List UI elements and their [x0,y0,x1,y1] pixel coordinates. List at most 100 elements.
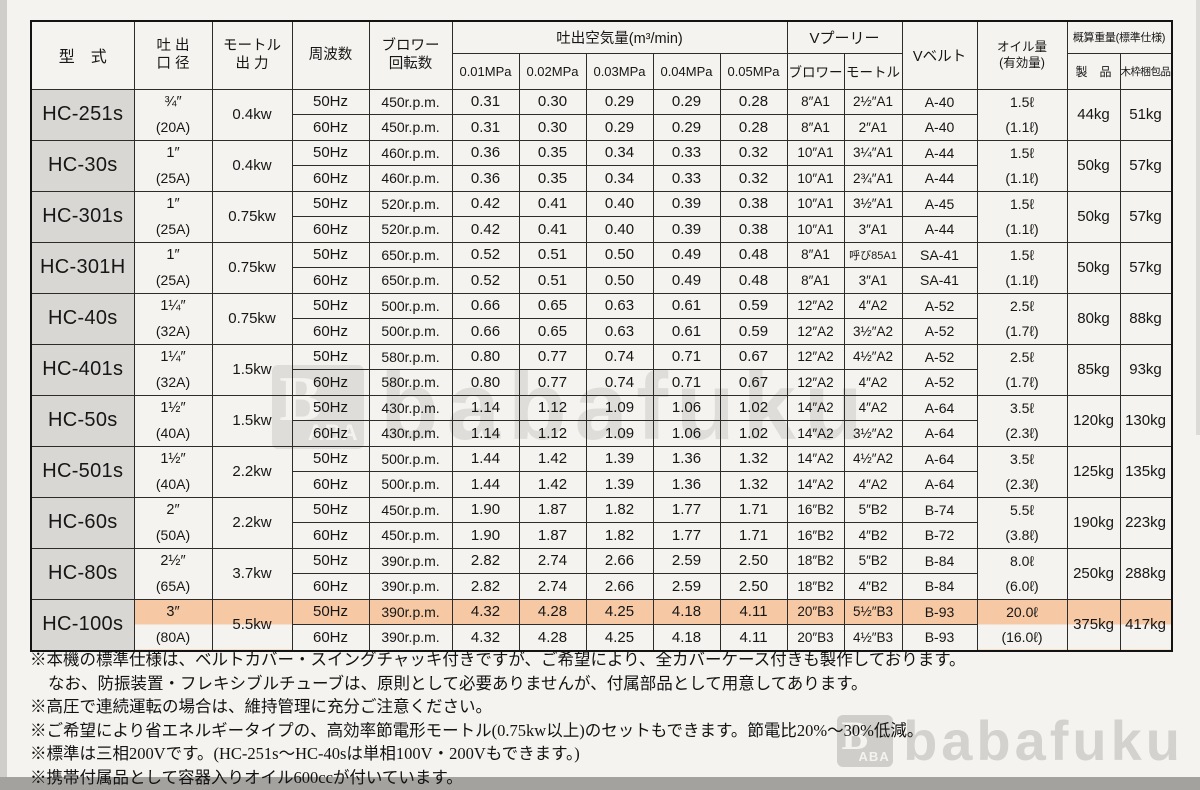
airflow-cell: 2.59 [652,547,721,574]
spec-row-50hz: HC-30s 1″ (25A) 0.4kw 50Hz 460r.p.m. 0.36 0.35 0… [30,139,1172,192]
product-weight-cell: 125kg [1066,445,1121,498]
spec-row-60hz: 60Hz 580r.p.m. 0.80 0.77 0.74 0.71 0.67 12″A2 4″… [31,369,1172,396]
vbelt-cell: B-84 [901,573,978,600]
oil-effective: (1.1ℓ) [1005,118,1039,135]
pulley-blower-cell: 16″B2 [786,496,845,523]
vbelt-cell: A-64 [901,420,978,447]
header-mpa-003: 0.03MPa [585,52,654,90]
bore-inches: 1″ [166,195,180,212]
motor-output-cell: 0.4kw [211,88,293,141]
vbelt-cell: A-44 [901,165,978,192]
pulley-blower-cell: 8″A1 [786,114,845,141]
freq-cell: 50Hz [291,241,370,268]
motor-output-cell: 0.75kw [211,241,293,294]
model-name: HC-80s [30,547,135,600]
airflow-cell: 0.66 [451,292,520,319]
airflow-cell: 4.11 [719,598,788,626]
airflow-cell: 4.28 [518,624,587,651]
crate-weight-cell: 417kg [1119,598,1172,651]
oil-total: 1.5ℓ [1010,93,1034,110]
header-oil: オイル量 (有効量) [976,20,1068,90]
babafuku-logo-icon: B ABA [837,714,894,767]
pulley-motor-cell: 4½″A2 [843,343,903,370]
bore-inches: 2″ [166,501,180,518]
airflow-cell: 1.90 [451,522,520,549]
bore-cell: 3″ (80A) [133,598,213,651]
spec-row-60hz: 60Hz 450r.p.m. 1.90 1.87 1.82 1.77 1.71 16″B2 4″… [31,522,1172,549]
oil-effective: (16.0ℓ) [1001,628,1043,645]
header-motor-line2: 出 力 [235,56,269,73]
bore-inches: 1¼″ [160,297,186,314]
spec-row-50hz: HC-100s 3″ (80A) 5.5kw 50Hz 390r.p.m. 4.32 4.28… [30,598,1172,651]
spec-row-50hz: HC-401s 1¼″ (32A) 1.5kw 50Hz 580r.p.m. 0.80 0.7… [30,343,1172,396]
pulley-blower-cell: 20″B3 [786,624,845,651]
spec-row-50hz: HC-251s ¾″ (20A) 0.4kw 50Hz 450r.p.m. 0.31 0.30… [30,88,1172,141]
spec-row-60hz: 60Hz 430r.p.m. 1.14 1.12 1.09 1.06 1.02 14″A2 3½… [31,420,1172,447]
header-motor-output: モートル 出 力 [211,20,293,90]
pulley-blower-cell: 8″A1 [786,241,845,268]
scan-edge-left [0,0,7,790]
airflow-cell: 0.59 [719,318,788,345]
oil-effective: (6.0ℓ) [1005,577,1039,594]
airflow-cell: 0.77 [518,343,587,370]
rpm-cell: 520r.p.m. [368,216,453,243]
rpm-cell: 580r.p.m. [368,369,453,396]
bore-cell: 2″ (50A) [133,496,213,549]
header-model: 型 式 [30,20,135,90]
airflow-cell: 4.18 [652,598,721,626]
pulley-motor-cell: 4″A2 [843,471,903,498]
airflow-cell: 1.42 [518,471,587,498]
scan-edge-right [1196,0,1200,435]
airflow-cell: 1.87 [518,496,587,523]
motor-output-cell: 0.4kw [211,139,293,192]
vbelt-cell: B-93 [901,624,978,651]
note-line: ※ご希望により省エネルギータイプの、高効率節電形モートル(0.75kw以上)のセ… [30,720,924,740]
oil-cell: 1.5ℓ (1.1ℓ) [976,88,1068,141]
rpm-cell: 460r.p.m. [368,165,453,192]
spec-row-50hz: HC-60s 2″ (50A) 2.2kw 50Hz 450r.p.m. 1.90 1.87 1… [30,496,1172,549]
airflow-cell: 1.90 [451,496,520,523]
airflow-cell: 2.74 [518,547,587,574]
airflow-cell: 0.48 [719,267,788,294]
pulley-blower-cell: 10″A1 [786,165,845,192]
airflow-cell: 4.32 [451,624,520,651]
oil-effective: (1.1ℓ) [1005,169,1039,186]
note-line: ※本機の標準仕様は、ベルトカバー・スイングチャッキ付きですが、ご希望により、全カ… [30,650,966,669]
bore-nominal: (25A) [155,271,191,288]
freq-cell: 60Hz [291,114,370,141]
airflow-cell: 0.29 [652,114,721,141]
motor-output-cell: 0.75kw [211,292,293,345]
freq-cell: 60Hz [291,573,370,600]
vbelt-cell: B-84 [901,547,978,574]
freq-cell: 50Hz [291,343,370,370]
pulley-motor-cell: 2¾″A1 [843,165,903,192]
airflow-cell: 1.82 [585,522,654,549]
crate-weight-cell: 51kg [1119,88,1172,141]
freq-cell: 50Hz [291,292,370,319]
pulley-motor-cell: 4″B2 [843,522,903,549]
product-weight-cell: 50kg [1066,241,1121,294]
header-weight-group: 概算重量(標準仕様) [1066,20,1172,54]
airflow-cell: 0.80 [451,369,520,396]
airflow-cell: 2.74 [518,573,587,600]
airflow-cell: 0.28 [719,114,788,141]
pulley-blower-cell: 14″A2 [786,420,845,447]
pulley-motor-cell: 3½″A1 [843,190,903,217]
airflow-cell: 0.29 [652,88,721,115]
header-oil-line2: (有効量) [999,56,1045,71]
bore-cell: 1″ (25A) [133,241,213,294]
airflow-cell: 1.36 [652,471,721,498]
vbelt-cell: A-44 [901,139,978,166]
airflow-cell: 0.50 [585,267,654,294]
airflow-cell: 0.42 [451,216,520,243]
airflow-cell: 1.12 [518,420,587,447]
note-line: なお、防振装置・フレキシブルチューブは、原則として必要ありませんが、付属部品とし… [48,673,868,693]
airflow-cell: 0.31 [451,88,520,115]
rpm-cell: 520r.p.m. [368,190,453,217]
bore-inches: 1½″ [160,450,186,467]
pulley-motor-cell: 4″A2 [843,369,903,396]
spec-row-60hz: 60Hz 390r.p.m. 2.82 2.74 2.66 2.59 2.50 18″B2 4″… [31,573,1172,600]
airflow-cell: 4.11 [719,624,788,651]
oil-effective: (2.3ℓ) [1005,424,1039,441]
airflow-cell: 1.09 [585,394,654,421]
